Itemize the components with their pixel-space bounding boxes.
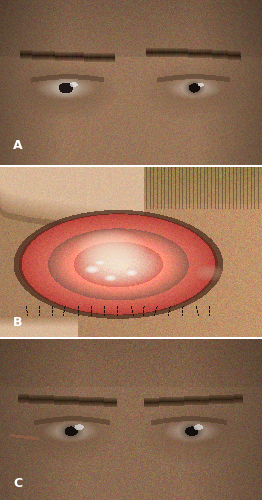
Text: B: B: [13, 316, 23, 329]
Text: A: A: [13, 139, 23, 152]
Text: C: C: [13, 478, 22, 490]
